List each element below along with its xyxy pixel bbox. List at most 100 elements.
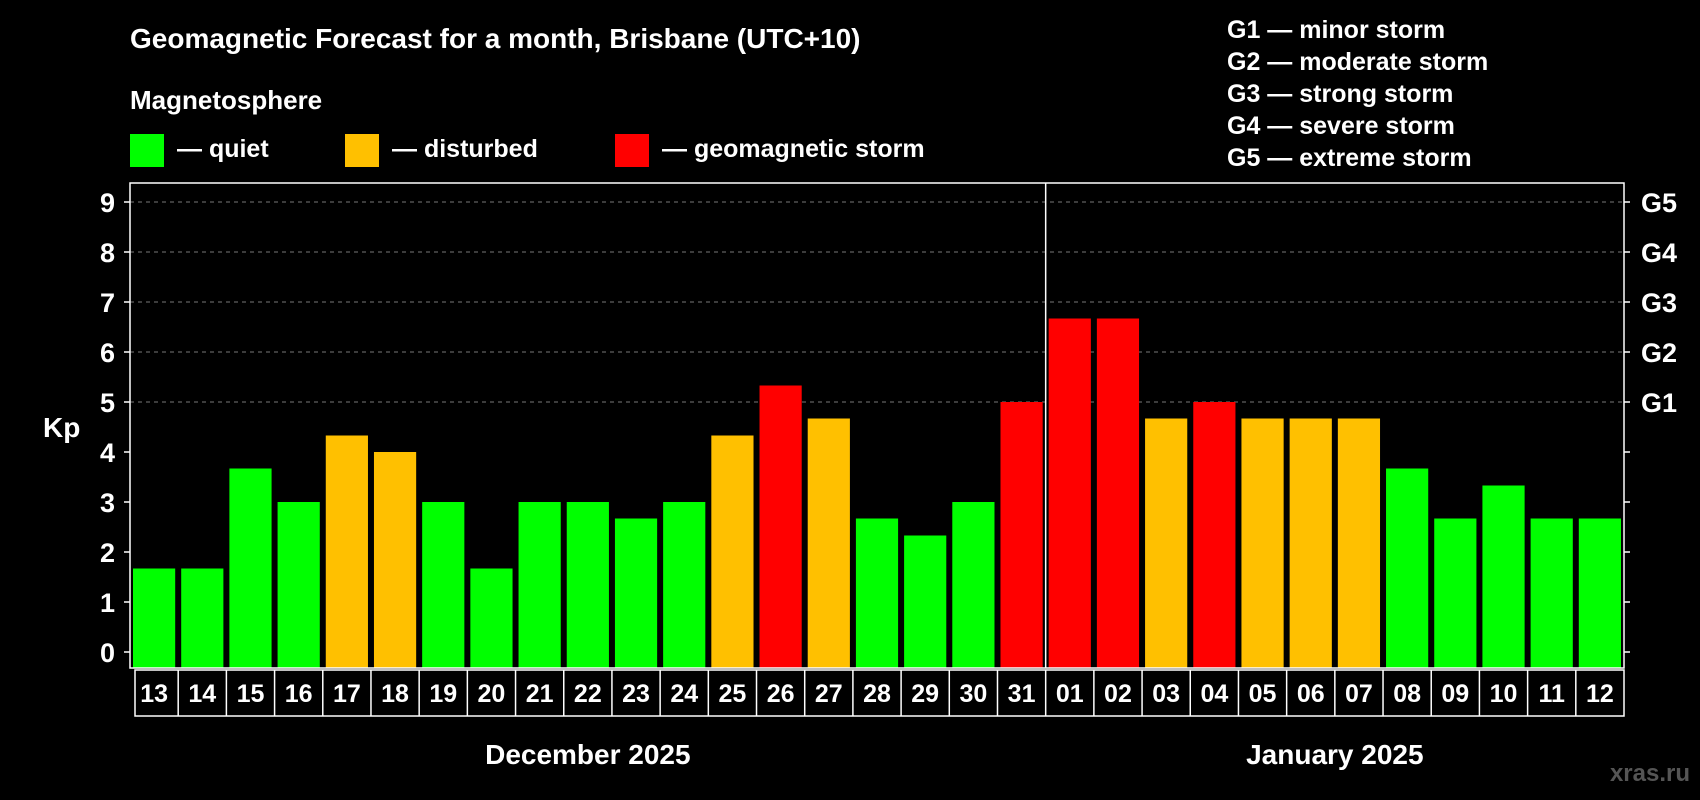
storm-tick-G3: G3 [1641, 288, 1677, 318]
bar-05 [1241, 418, 1284, 668]
storm-level-list: G1 — minor storm G2 — moderate storm G3 — … [1227, 16, 1488, 172]
month-labels: December 2025 January 2025 [485, 739, 1423, 770]
x-tick-label-07: 07 [1345, 680, 1373, 708]
bar-28 [855, 518, 899, 668]
bars [133, 318, 1621, 668]
bar-21 [518, 502, 561, 668]
gridlines [130, 201, 1624, 403]
legend-swatch-2 [615, 134, 649, 167]
bar-25 [711, 435, 754, 668]
storm-tick-G4: G4 [1641, 238, 1677, 268]
bar-11 [1530, 518, 1573, 668]
storm-level-3: G3 — strong storm [1227, 80, 1453, 108]
legend-label-0: — quiet [177, 135, 269, 163]
x-tick-label-03: 03 [1152, 680, 1180, 708]
bar-03 [1145, 418, 1188, 668]
storm-level-4: G4 — severe storm [1227, 112, 1455, 140]
x-tick-label-09: 09 [1441, 680, 1469, 708]
x-tick-label-16: 16 [285, 680, 313, 708]
x-label-band [134, 669, 1625, 717]
x-tick-label-26: 26 [767, 680, 795, 708]
bar-12 [1578, 518, 1621, 668]
legend: — quiet — disturbed — geomagnetic storm [130, 134, 925, 167]
x-tick-label-02: 02 [1104, 680, 1132, 708]
bar-17 [325, 435, 368, 668]
y-axis-label: Kp [43, 412, 80, 443]
bar-15 [229, 468, 272, 668]
x-tick-label-10: 10 [1490, 680, 1518, 708]
bar-08 [1386, 468, 1429, 668]
bar-26 [759, 385, 802, 668]
x-tick-label-17: 17 [333, 680, 361, 708]
y-tick-label-2: 2 [100, 538, 115, 568]
x-tick-label-19: 19 [429, 680, 457, 708]
x-tick-label-08: 08 [1393, 680, 1421, 708]
y-tick-label-7: 7 [100, 288, 115, 318]
x-tick-label-18: 18 [381, 680, 409, 708]
y-tick-label-4: 4 [100, 438, 115, 468]
legend-title: Magnetosphere [130, 85, 322, 115]
storm-level-2: G2 — moderate storm [1227, 48, 1488, 76]
bar-23 [614, 518, 658, 668]
bar-09 [1434, 518, 1477, 668]
x-tick-labels: 13 14 15 16 17 18 19 20 21 22 23 24 25 26 27 28 29 30 31 01… [134, 669, 1625, 717]
x-tick-label-12: 12 [1586, 680, 1614, 708]
x-tick-label-15: 15 [237, 680, 265, 708]
legend-label-2: — geomagnetic storm [662, 135, 925, 163]
bar-30 [952, 502, 995, 668]
x-tick-label-28: 28 [863, 680, 891, 708]
bar-22 [566, 502, 609, 668]
x-tick-label-29: 29 [911, 680, 939, 708]
bar-18 [373, 452, 417, 668]
axes [124, 182, 1630, 669]
watermark: xras.ru [1610, 760, 1690, 787]
x-tick-label-21: 21 [526, 680, 554, 708]
x-tick-label-25: 25 [719, 680, 747, 708]
plot-frame [129, 182, 1625, 669]
x-tick-label-31: 31 [1008, 680, 1036, 708]
storm-tick-G2: G2 [1641, 338, 1677, 368]
x-tick-label-06: 06 [1297, 680, 1325, 708]
legend-swatch-0 [130, 134, 164, 167]
bar-02 [1096, 318, 1140, 668]
y-tick-label-0: 0 [100, 638, 115, 668]
storm-tick-labels: G1 G2 G3 G4 G5 [1641, 188, 1677, 418]
x-tick-label-23: 23 [622, 680, 650, 708]
x-tick-label-14: 14 [188, 680, 216, 708]
storm-level-5: G5 — extreme storm [1227, 144, 1472, 172]
x-tick-label-22: 22 [574, 680, 602, 708]
bar-29 [904, 535, 947, 668]
legend-swatch-1 [345, 134, 379, 167]
bar-31 [1000, 402, 1043, 668]
x-tick-label-20: 20 [478, 680, 506, 708]
x-tick-label-05: 05 [1249, 680, 1277, 708]
bar-16 [277, 502, 320, 668]
y-tick-label-5: 5 [100, 388, 115, 418]
storm-tick-G5: G5 [1641, 188, 1677, 218]
storm-level-1: G1 — minor storm [1227, 16, 1445, 44]
bar-14 [181, 568, 224, 668]
bar-24 [663, 502, 706, 668]
x-tick-label-27: 27 [815, 680, 843, 708]
y-tick-label-8: 8 [100, 238, 115, 268]
bar-13 [133, 568, 176, 668]
x-tick-label-24: 24 [670, 680, 698, 708]
x-tick-label-13: 13 [140, 680, 168, 708]
bar-27 [807, 418, 850, 668]
x-tick-label-04: 04 [1200, 680, 1228, 708]
y-tick-label-6: 6 [100, 338, 115, 368]
chart-title: Geomagnetic Forecast for a month, Brisba… [130, 23, 861, 54]
storm-tick-G1: G1 [1641, 388, 1677, 418]
y-tick-labels: 0 1 2 3 4 5 6 7 8 9 [100, 188, 115, 668]
legend-label-1: — disturbed [392, 135, 538, 163]
y-tick-label-3: 3 [100, 488, 115, 518]
bar-04 [1193, 402, 1236, 668]
x-tick-label-11: 11 [1538, 680, 1565, 708]
month-label-1: January 2025 [1246, 739, 1423, 770]
bar-20 [470, 568, 513, 668]
y-tick-label-9: 9 [100, 188, 115, 218]
y-tick-label-1: 1 [100, 588, 115, 618]
x-tick-label-30: 30 [959, 680, 987, 708]
bar-01 [1048, 318, 1091, 668]
